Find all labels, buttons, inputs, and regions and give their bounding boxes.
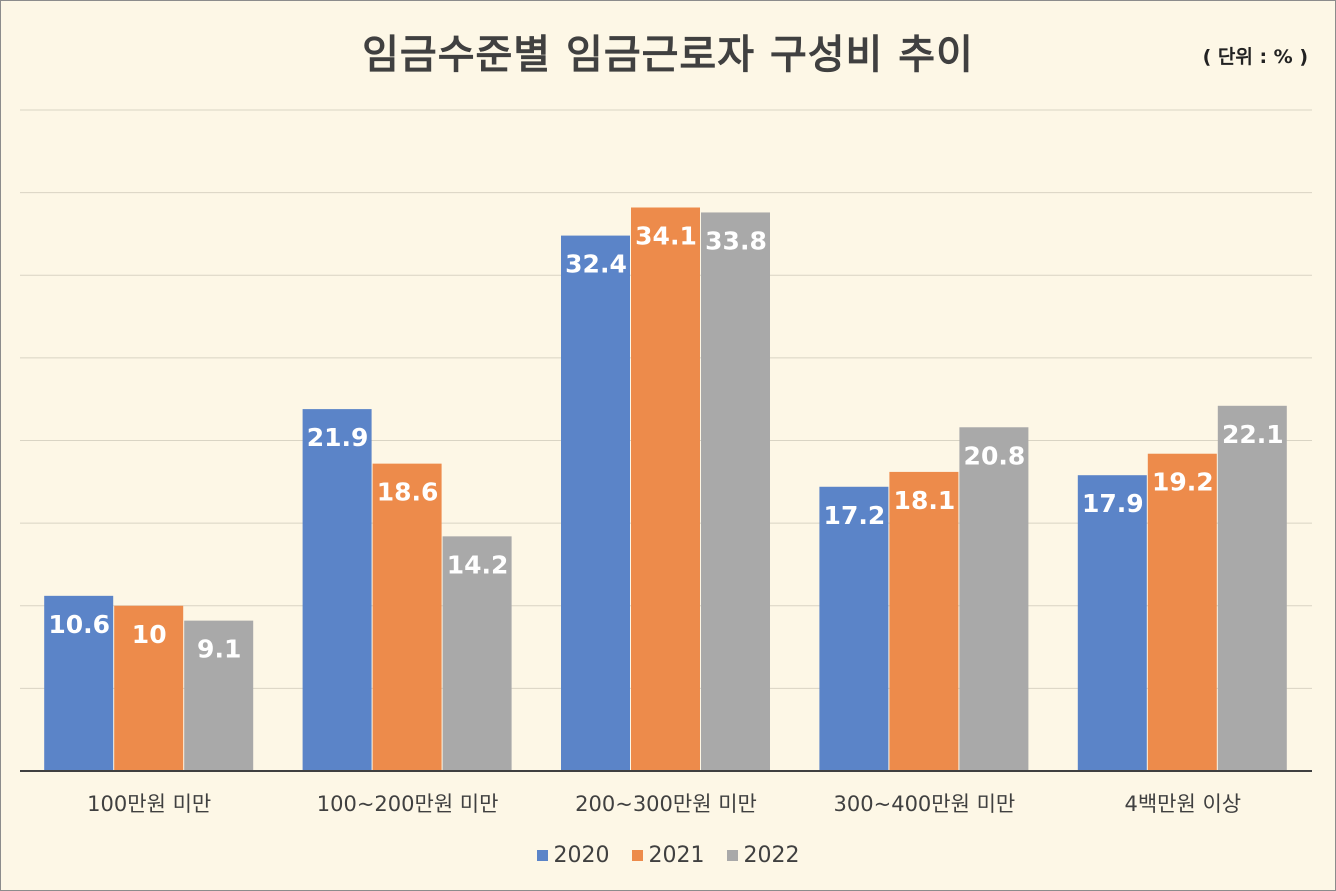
legend-swatch [726, 850, 738, 861]
data-label: 33.8 [705, 226, 767, 255]
bar-2020 [819, 486, 889, 771]
legend-item: 2021 [631, 843, 705, 868]
bar-2021 [1147, 453, 1217, 771]
data-label: 9.1 [197, 635, 241, 664]
data-label: 14.2 [447, 550, 509, 579]
bar-2022 [959, 427, 1029, 771]
bar-2022 [184, 620, 254, 771]
bar-2020 [302, 409, 372, 771]
data-label: 34.1 [635, 221, 697, 250]
bar-2021 [114, 605, 184, 771]
legend-label: 2020 [553, 843, 610, 868]
category-label: 200~300만원 미만 [575, 792, 757, 816]
bar-2021 [631, 207, 700, 771]
data-label: 32.4 [565, 250, 627, 279]
bar-2020 [1077, 475, 1147, 771]
legend-swatch [536, 850, 548, 861]
data-label: 22.1 [1222, 420, 1284, 449]
data-label: 18.6 [377, 478, 439, 507]
category-label: 4백만원 이상 [1124, 792, 1241, 816]
bar-2020 [561, 235, 630, 772]
data-label: 10 [132, 620, 167, 649]
data-label: 17.9 [1082, 489, 1144, 518]
legend-label: 2021 [648, 843, 705, 868]
data-label: 18.1 [894, 486, 956, 515]
chart-title: 임금수준별 임금근로자 구성비 추이 [362, 32, 974, 78]
data-label: 21.9 [307, 423, 369, 452]
category-label: 100~200만원 미만 [317, 792, 499, 816]
legend-swatch [631, 850, 643, 861]
legend-item: 2020 [536, 843, 610, 868]
data-label: 17.2 [824, 501, 886, 530]
bar-2022 [701, 212, 770, 771]
bar-2020 [44, 595, 114, 771]
data-label: 10.6 [48, 610, 110, 639]
unit-note: ( 단위 : % ) [1202, 46, 1308, 68]
category-label: 100만원 미만 [87, 792, 211, 816]
legend-item: 2022 [726, 843, 800, 868]
bar-2021 [889, 471, 959, 771]
bar-2022 [442, 536, 512, 771]
bar-2021 [372, 463, 442, 771]
bar-2022 [1217, 405, 1287, 771]
category-label: 300~400만원 미만 [834, 792, 1016, 816]
data-label: 20.8 [964, 441, 1026, 470]
data-label: 19.2 [1152, 468, 1214, 497]
chart-legend: 2020 2021 2022 [0, 843, 1336, 868]
legend-label: 2022 [743, 843, 800, 868]
